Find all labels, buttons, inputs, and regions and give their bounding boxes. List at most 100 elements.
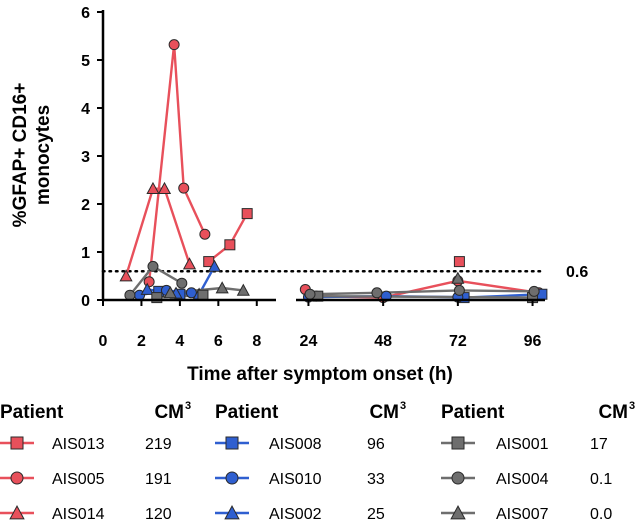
series-line-ais013-seg1 [207,213,249,263]
point-ais014-3 [157,181,172,195]
legend-series-name: AIS002 [269,506,322,523]
legend-series-cm: 25 [367,506,385,523]
point-ais014-2 [146,181,160,195]
x-axis-title: Time after symptom onset (h) [187,364,453,385]
legend-series-cm: 120 [145,506,172,523]
legend-item-ais014: AIS014 120 [0,505,172,523]
legend-swatch-marker [10,471,24,485]
legend-swatch-marker [451,471,465,485]
point-ais004-5 [371,287,383,299]
legend-header-cm-sup-2: 3 [400,400,406,412]
x-tick-label-0: 0 [99,333,108,350]
legend-series-name: AIS001 [496,436,549,453]
series-line-ais005-seg1 [147,43,206,282]
x-tick-label-24: 24 [300,333,318,350]
legend-swatch-marker [224,505,240,520]
legend-header-patient-2: Patient [215,402,279,423]
point-ais002-1 [140,282,154,295]
legend-series-cm: 0.0 [590,506,612,523]
point-ais007-1 [163,285,177,299]
legend-series-name: AIS007 [496,506,549,523]
point-ais007-2 [215,281,229,294]
point-ais005-2 [168,39,180,51]
x-tick-label-8: 8 [252,333,261,350]
legend-item-ais010: AIS010 33 [215,471,385,488]
point-ais014-4 [182,257,197,270]
legend-series-cm: 17 [590,436,608,453]
legend-series-name: AIS004 [496,471,549,488]
legend-header-cm-sup-1: 3 [185,400,191,412]
y-tick-label-1: 1 [81,245,90,262]
legend-header-cm-1: CM [154,402,184,423]
point-ais002-4 [207,259,222,272]
x-tick-label-72: 72 [449,333,467,350]
legend-swatch-marker [225,436,239,450]
legend-swatch-marker [9,505,25,520]
point-ais007-3 [236,283,250,296]
point-ais005-1 [143,276,155,288]
point-ais005-4 [199,228,211,240]
legend-series-name: AIS010 [269,471,322,488]
point-ais007-4 [451,271,465,284]
x-tick-label-96: 96 [524,333,542,350]
point-ais013-3 [241,208,253,220]
point-ais001-2 [197,289,209,301]
y-axis-title-line-2: monocytes [33,105,54,205]
y-axis-title-line-1: %GFAP+ CD16+ [10,83,31,228]
legend-series-cm: 96 [367,436,385,453]
legend-item-ais001: AIS001 17 [441,436,608,453]
y-axis-title: %GFAP+ CD16+ monocytes [10,83,54,228]
y-tick-label-6: 6 [81,5,90,22]
point-ais004-6 [453,284,465,296]
y-tick-label-5: 5 [81,53,90,70]
point-ais004-2 [147,260,159,272]
legend-series-cm: 0.1 [590,471,612,488]
x-tick-label-2: 2 [137,333,146,350]
point-ais005-3 [178,182,190,194]
legend-header-cm-2: CM [369,402,399,423]
point-ais004-1 [124,289,136,301]
legend-series-name: AIS013 [52,436,105,453]
reference-line-label: 0.6 [566,264,588,281]
y-tick-label-3: 3 [81,149,90,166]
point-ais004-4 [304,288,316,300]
series-line-ais001-seg2 [317,294,533,299]
point-ais013-2 [224,239,236,251]
legend-item-ais002: AIS002 25 [215,505,385,523]
legend-header-patient-1: Patient [0,402,64,423]
legend-series-name: AIS008 [269,436,322,453]
x-tick-label-4: 4 [175,333,184,350]
legend-swatch-marker [450,505,466,520]
y-tick-label-0: 0 [81,293,90,310]
legend-series-cm: 219 [145,436,172,453]
legend-header-patient-3: Patient [441,402,505,423]
legend-series-name: AIS014 [52,506,105,523]
point-ais004-3 [176,277,188,289]
y-tick-label-4: 4 [81,101,90,118]
legend-swatch-marker [451,436,465,450]
x-tick-label-6: 6 [214,333,223,350]
legend-swatch-marker [225,471,239,485]
legend-item-ais013: AIS013 219 [0,436,172,453]
legend-item-ais005: AIS005 191 [0,471,172,488]
series-points [119,39,548,304]
legend-item-ais004: AIS004 0.1 [441,471,612,488]
point-ais014-1 [119,269,133,282]
point-ais013-4 [453,256,465,268]
series-line-ais004-seg2 [309,289,535,296]
point-ais004-7 [528,285,540,297]
legend-swatch-marker [10,436,24,450]
legend-header-cm-sup-3: 3 [629,400,635,412]
legend-series-cm: 191 [145,471,172,488]
legend-series-cm: 33 [367,471,385,488]
legend-item-ais008: AIS008 96 [215,436,385,453]
legend-series-name: AIS005 [52,471,105,488]
legend-header-cm-3: CM [598,402,628,423]
series-line-ais014-seg1 [124,187,191,277]
legend-item-ais007: AIS007 0.0 [441,505,612,523]
point-ais001-1 [151,292,163,304]
y-tick-label-2: 2 [81,197,90,214]
x-tick-label-48: 48 [374,333,392,350]
